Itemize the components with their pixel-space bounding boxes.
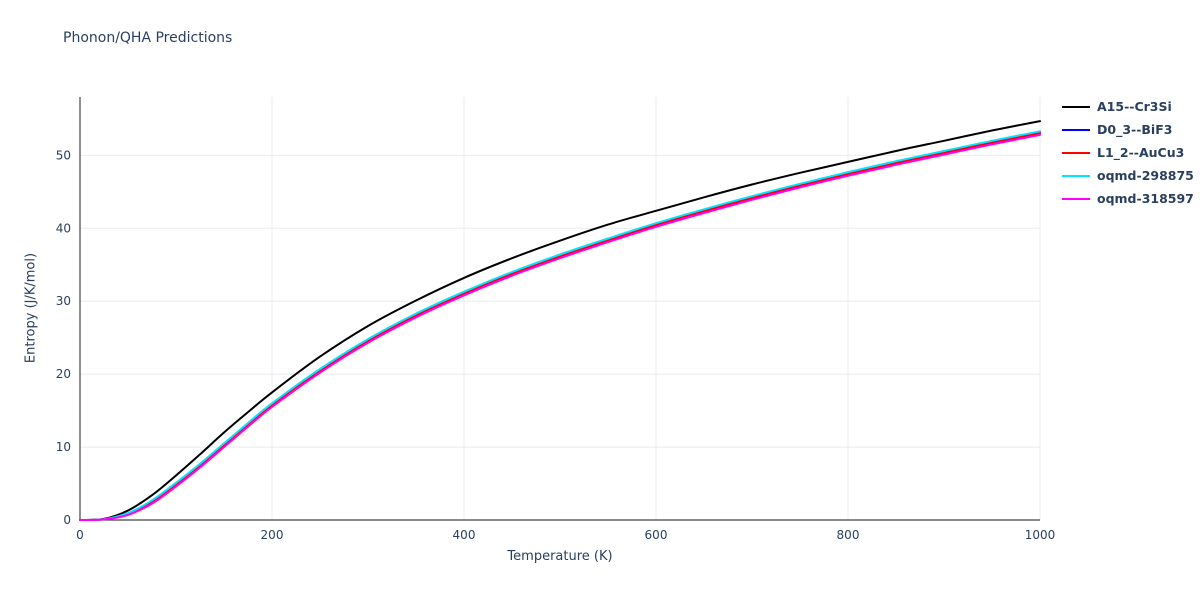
- y-tick-label: 0: [63, 513, 71, 527]
- legend-item[interactable]: A15--Cr3Si: [1062, 99, 1194, 114]
- x-tick-label: 800: [837, 528, 860, 542]
- y-axis-title: Entropy (J/K/mol): [23, 252, 39, 364]
- chart-title: Phonon/QHA Predictions: [63, 30, 233, 46]
- legend-label: L1_2--AuCu3: [1097, 145, 1185, 160]
- legend-label: oqmd-318597: [1097, 191, 1194, 206]
- legend-item[interactable]: oqmd-298875: [1062, 168, 1194, 183]
- x-tick-label: 600: [645, 528, 668, 542]
- x-axis-title: Temperature (K): [507, 549, 613, 564]
- x-tick-label: 1000: [1025, 528, 1056, 542]
- series-line-oqmd-318597: [79, 133, 1041, 522]
- legend-item[interactable]: D0_3--BiF3: [1062, 122, 1194, 137]
- legend-label: A15--Cr3Si: [1097, 99, 1172, 114]
- series-line-A15--Cr3Si: [79, 120, 1041, 521]
- legend-item[interactable]: oqmd-318597: [1062, 191, 1194, 206]
- x-tick-label: 200: [261, 528, 284, 542]
- legend-label: oqmd-298875: [1097, 168, 1194, 183]
- legend-line-swatch: [1062, 151, 1090, 154]
- series-line-D0_3--BiF3: [79, 131, 1041, 522]
- legend-line-swatch: [1062, 105, 1090, 108]
- legend-label: D0_3--BiF3: [1097, 122, 1173, 137]
- legend: A15--Cr3Si D0_3--BiF3 L1_2--AuCu3 oqmd-2988…: [1062, 99, 1194, 206]
- legend-line-swatch: [1062, 174, 1090, 177]
- y-tick-label: 10: [56, 440, 71, 454]
- legend-line-swatch: [1062, 128, 1090, 131]
- series-line-L1_2--AuCu3: [79, 132, 1041, 521]
- legend-line-swatch: [1062, 197, 1090, 200]
- y-tick-label: 40: [56, 221, 71, 235]
- y-tick-label: 50: [56, 148, 71, 162]
- y-tick-label: 20: [56, 367, 71, 381]
- series-line-oqmd-298875: [79, 130, 1041, 522]
- legend-item[interactable]: L1_2--AuCu3: [1062, 145, 1194, 160]
- x-tick-label: 0: [76, 528, 84, 542]
- y-tick-label: 30: [56, 294, 71, 308]
- x-tick-label: 400: [453, 528, 476, 542]
